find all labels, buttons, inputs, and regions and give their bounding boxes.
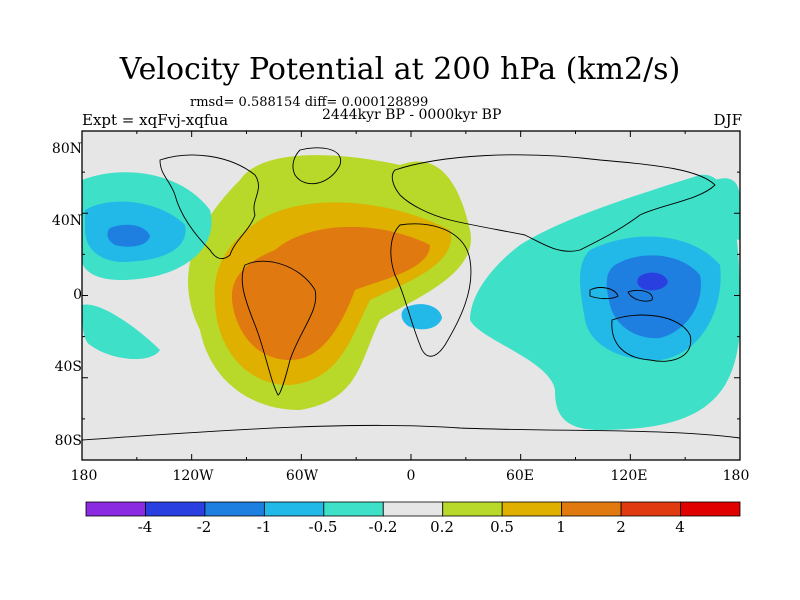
lat-label-40s: 40S	[54, 359, 82, 375]
coast-south-america	[241, 260, 317, 396]
coast-africa	[390, 223, 472, 357]
coast-north-america	[159, 154, 259, 260]
coast-eurasia	[391, 154, 716, 252]
colorbar-label: -1	[256, 518, 272, 536]
colorbar-swatch	[323, 501, 384, 517]
colorbar-swatch	[501, 501, 563, 517]
colorbar-label: -0.5	[308, 518, 338, 536]
colorbar	[85, 501, 741, 517]
experiment-label: Expt = xqFvj-xqfua	[82, 111, 229, 129]
lat-label-80s: 80S	[54, 433, 82, 449]
axis-ticks	[81, 130, 741, 461]
contour-field	[82, 131, 740, 460]
colorbar-label: -2	[196, 518, 212, 536]
lon-label-60e: 60E	[505, 468, 535, 484]
lon-label-120e: 120E	[610, 468, 648, 484]
colorbar-swatch	[85, 501, 146, 517]
negative-strong-indo-pacific	[606, 255, 701, 339]
coast-indonesia	[589, 287, 653, 302]
coastlines	[82, 147, 740, 441]
colorbar-swatch	[561, 501, 622, 517]
lon-label-180e: 180	[722, 468, 750, 484]
lat-label-40n: 40N	[51, 213, 82, 229]
period-label: 2444kyr BP - 0000kyr BP	[322, 107, 502, 123]
colorbar-label: 2	[616, 518, 626, 536]
negative-max-indo-pacific	[637, 272, 668, 291]
colorbar-swatch	[263, 501, 325, 517]
negative-strong-north-pacific	[107, 224, 150, 247]
colorbar-label: 0.5	[490, 518, 514, 536]
lon-label-0: 0	[406, 468, 416, 484]
lon-label-60w: 60W	[285, 468, 319, 484]
lat-label-0: 0	[73, 287, 82, 303]
colorbar-label: 4	[675, 518, 685, 536]
chart-title: Velocity Potential at 200 hPa (km2/s)	[119, 52, 681, 87]
positive-strong-region	[231, 226, 430, 360]
colorbar-label: -4	[137, 518, 153, 536]
lat-label-80n: 80N	[51, 141, 82, 157]
coast-antarctica	[82, 424, 740, 441]
negative-weak-south-pacific	[82, 304, 160, 360]
colorbar-swatch	[382, 501, 444, 517]
colorbar-label: 1	[556, 518, 566, 536]
colorbar-swatch	[620, 501, 681, 517]
negative-mid-indian-patch	[401, 304, 442, 330]
colorbar-label: 0.2	[430, 518, 454, 536]
colorbar-swatch	[680, 501, 741, 517]
coast-greenland	[292, 147, 341, 185]
coast-australia	[611, 314, 692, 362]
colorbar-swatch	[442, 501, 503, 517]
stats-line: rmsd= 0.588154 diff= 0.000128899	[190, 95, 429, 110]
negative-weak-east-edge	[715, 178, 740, 240]
lon-label-120w: 120W	[172, 468, 214, 484]
lon-label-180w: 180	[70, 468, 98, 484]
colorbar-swatch	[145, 501, 206, 517]
season-label: DJF	[713, 111, 742, 129]
colorbar-label: -0.2	[368, 518, 398, 536]
colorbar-swatch	[204, 501, 265, 517]
